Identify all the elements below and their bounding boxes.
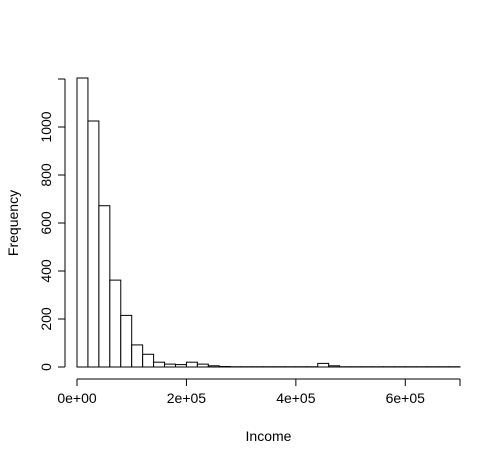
histogram-bar (76, 77, 89, 368)
y-tick-label: 1000 (38, 111, 54, 142)
histogram-bar (164, 363, 176, 368)
y-tick-label: 0 (38, 363, 54, 371)
histogram-bar (120, 314, 133, 368)
x-axis-title: Income (246, 428, 292, 444)
histogram-bar (153, 361, 166, 368)
histogram-bars (76, 77, 461, 368)
histogram-bar (174, 364, 187, 368)
x-tick-label: 6e+05 (386, 390, 426, 406)
histogram-bar (98, 205, 111, 368)
y-tick-label: 600 (38, 211, 54, 235)
y-axis-title: Frequency (5, 190, 21, 256)
histogram-bar (142, 353, 155, 368)
histogram-bar (207, 365, 220, 368)
histogram-bar (87, 120, 100, 368)
x-axis: 0e+00 2e+05 4e+05 6e+05 (57, 378, 461, 406)
histogram-bar (109, 279, 122, 368)
histogram-bar (131, 344, 144, 368)
x-tick-label: 2e+05 (167, 390, 207, 406)
histogram-bar (317, 362, 330, 368)
histogram-bar (196, 363, 209, 368)
y-axis: 0 200 400 600 800 1000 (38, 78, 66, 371)
y-tick-label: 400 (38, 259, 54, 283)
y-tick-label: 800 (38, 163, 54, 187)
histogram-bar (328, 365, 341, 368)
y-tick-label: 200 (38, 307, 54, 331)
x-tick-label: 4e+05 (276, 390, 316, 406)
x-tick-label: 0e+00 (57, 390, 97, 406)
histogram-bar (185, 361, 198, 368)
